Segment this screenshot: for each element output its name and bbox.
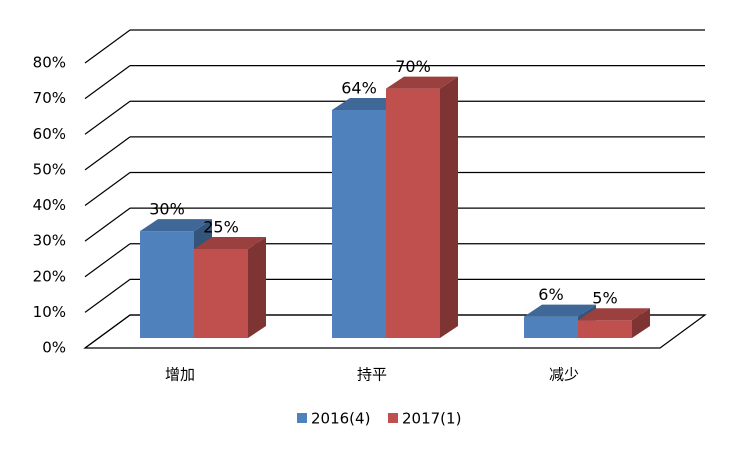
grid-line: [84, 100, 131, 135]
x-tick-label: 持平: [357, 366, 387, 384]
grid-line: [84, 65, 131, 100]
data-label: 25%: [203, 217, 239, 236]
bar: [332, 110, 386, 338]
legend-label: 2017(1): [402, 410, 461, 428]
x-tick-label: 减少: [549, 366, 579, 384]
grid-line: [84, 29, 131, 64]
data-label: 70%: [395, 57, 431, 76]
legend-swatch: [297, 413, 307, 423]
y-tick-label: 60%: [33, 125, 66, 143]
grid-line: [84, 207, 131, 242]
y-tick-label: 50%: [33, 160, 66, 178]
bar: [386, 88, 440, 338]
bar-side: [248, 236, 266, 338]
bar: [194, 248, 248, 338]
y-tick-label: 70%: [33, 89, 66, 107]
bar-top: [140, 219, 212, 232]
y-tick-label: 10%: [33, 303, 66, 321]
grid-line: [84, 278, 131, 313]
y-tick-label: 80%: [33, 54, 66, 72]
bar: [524, 316, 578, 338]
bar: [140, 231, 194, 338]
y-tick-label: 0%: [42, 339, 66, 357]
y-tick-label: 40%: [33, 196, 66, 214]
data-label: 5%: [592, 289, 617, 308]
data-label: 30%: [149, 200, 185, 219]
bar-top: [578, 308, 650, 321]
legend-label: 2016(4): [311, 410, 370, 428]
grid-line: [84, 314, 131, 349]
bar-top: [386, 76, 458, 89]
bar: [578, 320, 632, 338]
grid-line: [84, 172, 131, 206]
data-label: 64%: [341, 79, 377, 98]
bar-side: [440, 76, 458, 338]
grid-line: [84, 243, 131, 278]
y-tick-label: 30%: [33, 232, 66, 250]
x-tick-label: 增加: [165, 366, 195, 384]
legend-swatch: [388, 413, 398, 423]
y-tick-label: 20%: [33, 267, 66, 285]
bar-top: [194, 236, 266, 249]
grid-line: [84, 136, 131, 171]
data-label: 6%: [538, 285, 563, 304]
bar-side: [632, 308, 650, 338]
bar-top: [524, 304, 596, 317]
